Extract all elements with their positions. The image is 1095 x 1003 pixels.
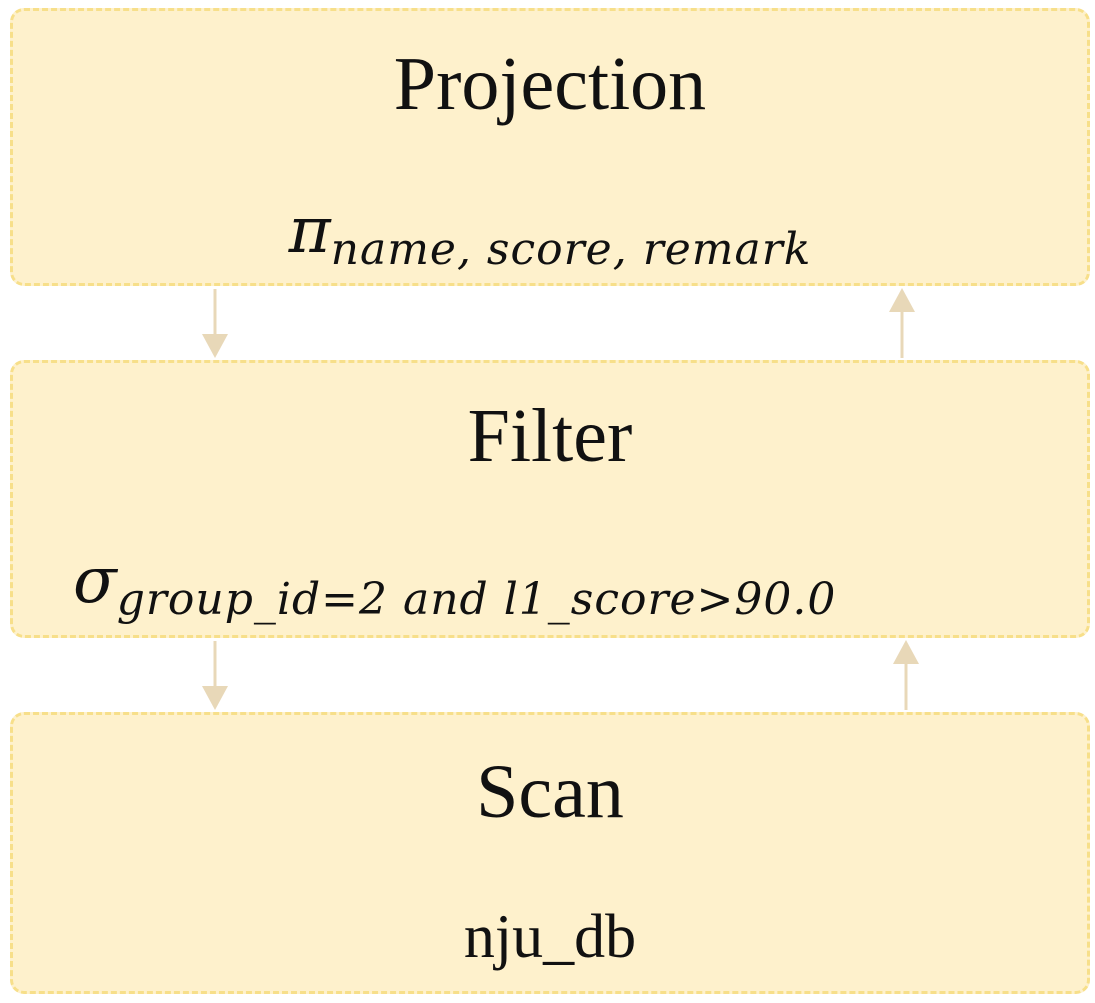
projection-attributes: name, score, remark (330, 224, 812, 275)
arrow-up-scan-to-filter (893, 640, 919, 710)
filter-expression: σgroup_id=2 and l1_score>90.0 (73, 541, 1087, 628)
pi-symbol: π (288, 194, 331, 268)
filter-condition: group_id=2 and l1_score>90.0 (116, 574, 837, 625)
scan-title: Scan (476, 750, 624, 834)
scan-node: Scan nju_db (10, 712, 1090, 994)
projection-title: Projection (393, 42, 707, 126)
projection-node: Projection πname, score, remark (10, 8, 1090, 286)
arrow-up-filter-to-projection (889, 288, 915, 358)
projection-expression: πname, score, remark (13, 191, 1087, 278)
arrow-down-projection-to-filter (202, 289, 228, 358)
sigma-symbol: σ (73, 544, 117, 618)
filter-node: Filter σgroup_id=2 and l1_score>90.0 (10, 360, 1090, 638)
filter-title: Filter (467, 394, 633, 478)
arrow-down-filter-to-scan (202, 641, 228, 710)
scan-table-name: nju_db (463, 903, 637, 971)
